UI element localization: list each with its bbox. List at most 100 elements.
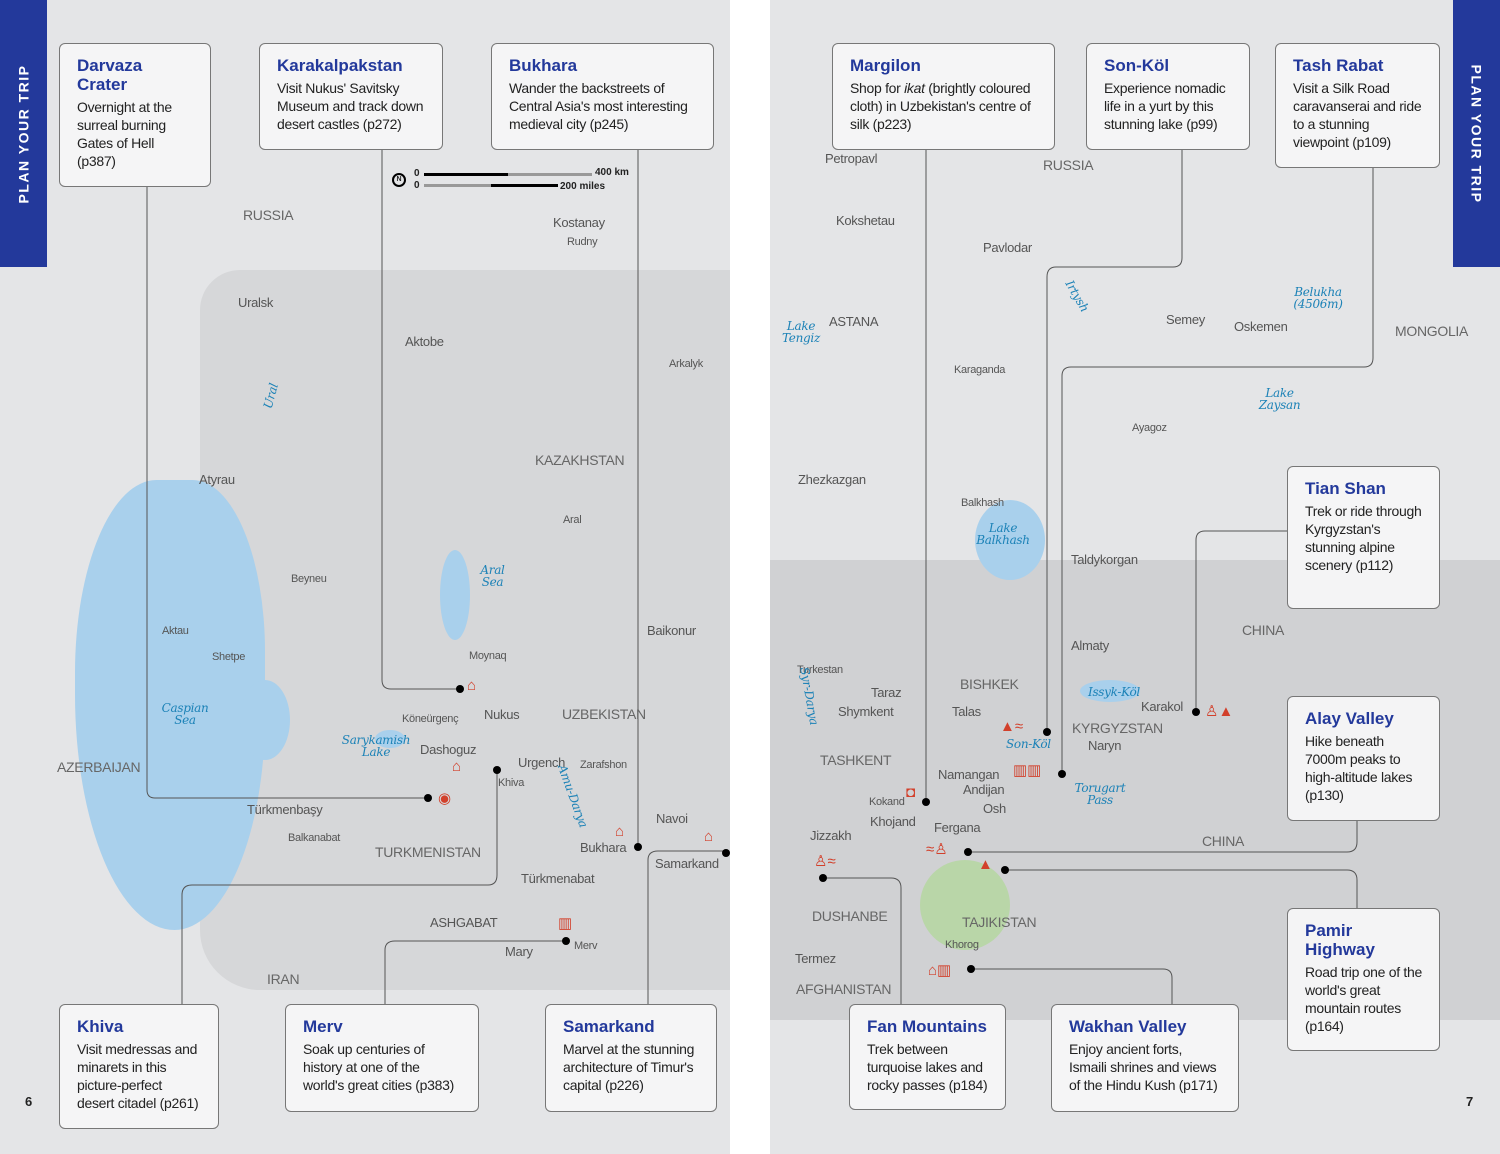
place-label: AZERBAIJAN (57, 759, 141, 775)
water-label: Lake Zaysan (1258, 386, 1301, 412)
callout-text: Enjoy ancient forts, Ismaili shrines and… (1069, 1041, 1218, 1093)
marker-samarkand[interactable] (722, 849, 730, 857)
marker-tian-shan[interactable] (1192, 708, 1200, 716)
marker-karakalpakstan[interactable] (456, 685, 464, 693)
callout-text: Shop for ikat (brightly coloured cloth) … (850, 79, 1038, 133)
marker-alay-valley[interactable] (964, 848, 972, 856)
callout-margilon[interactable]: Margilon Shop for ikat (brightly coloured… (832, 43, 1055, 150)
callout-merv[interactable]: Merv Soak up centuries of history at one … (285, 1004, 479, 1112)
place-label: Semey (1166, 312, 1205, 327)
caspian-bay (240, 680, 290, 760)
callout-text: Trek or ride through Kyrgyzstan's stunni… (1305, 503, 1422, 573)
place-label: Almaty (1071, 638, 1109, 653)
national-park (920, 860, 1010, 950)
lake-balkhash (975, 500, 1045, 580)
callout-text: Visit medressas and minarets in this pic… (77, 1041, 199, 1111)
place-label: IRAN (267, 971, 300, 987)
callout-title: Darvaza Crater (77, 56, 143, 94)
aral-sea (440, 550, 470, 640)
callout-title: Samarkand (563, 1017, 655, 1036)
hiker-mountain-icon: ♙▲ (1205, 703, 1234, 720)
callout-title: Wakhan Valley (1069, 1017, 1187, 1036)
callout-fan-mountains[interactable]: Fan Mountains Trek between turquoise lake… (849, 1004, 1006, 1110)
place-label: RUSSIA (243, 207, 294, 223)
place-label: ASHGABAT (430, 915, 498, 930)
place-label: Aktau (162, 625, 189, 637)
place-label: BISHKEK (960, 676, 1019, 692)
callout-karakalpakstan[interactable]: Karakalpakstan Visit Nukus' Savitsky Muse… (259, 43, 443, 150)
place-label: Khiva (498, 777, 525, 789)
place-label: Andijan (963, 782, 1005, 797)
marker-darvaza[interactable] (424, 794, 432, 802)
place-label: Turkestan (797, 664, 843, 676)
mountain-icon: ▲ (978, 856, 993, 873)
place-label: KYRGYZSTAN (1072, 720, 1163, 736)
water-label: Caspian Sea (161, 701, 209, 727)
callout-wakhan-valley[interactable]: Wakhan Valley Enjoy ancient forts, Ismail… (1051, 1004, 1239, 1112)
place-label: Navoi (656, 811, 688, 826)
callout-son-kol[interactable]: Son-Köl Experience nomadic life in a yurt… (1086, 43, 1250, 150)
callout-tian-shan[interactable]: Tian Shan Trek or ride through Kyrgyzstan… (1287, 466, 1440, 609)
callout-text: Visit a Silk Road caravanserai and ride … (1293, 80, 1422, 150)
place-label: Dashoguz (420, 742, 477, 757)
callout-text: Road trip one of the world's great mount… (1305, 964, 1422, 1034)
shopping-bag-icon: ◘ (906, 784, 916, 801)
place-label: Aral (563, 514, 582, 526)
issyk-kol-lake (1080, 680, 1140, 702)
marker-pamir[interactable] (1001, 866, 1009, 874)
left-map-page (0, 0, 730, 1154)
callout-title: Son-Köl (1104, 56, 1170, 75)
place-label: Karakol (1141, 699, 1183, 714)
place-label: Köneürgenç (402, 713, 459, 725)
marker-fan-mountains[interactable] (819, 874, 827, 882)
marker-bukhara[interactable] (634, 843, 642, 851)
hiker-lake-icon: ≈♙ (926, 841, 948, 858)
place-label: Atyrau (199, 472, 235, 487)
water-label: Sarykamish Lake (341, 733, 411, 759)
callout-bukhara[interactable]: Bukhara Wander the backstreets of Central… (491, 43, 714, 150)
callout-tash-rabat[interactable]: Tash Rabat Visit a Silk Road caravanserai… (1275, 43, 1440, 168)
place-label: Petropavl (825, 151, 878, 166)
museum-icon: ⌂ (452, 758, 462, 775)
place-label: Rudny (567, 236, 598, 248)
north-arrow-icon: N (392, 173, 406, 187)
eye-icon: ◉ (438, 790, 452, 807)
page-number-left: 6 (25, 1094, 33, 1109)
marker-wakhan[interactable] (967, 965, 975, 973)
callout-alay-valley[interactable]: Alay Valley Hike beneath 7000m peaks to h… (1287, 696, 1440, 821)
water-label: Issyk-Köl (1088, 685, 1140, 699)
callout-pamir-highway[interactable]: Pamir Highway Road trip one of the world'… (1287, 908, 1440, 1051)
place-label: Shymkent (838, 704, 894, 719)
water-label: Son-Köl (1006, 737, 1051, 751)
water-label: Aral Sea (480, 563, 505, 589)
place-label: Ayagoz (1132, 422, 1167, 434)
place-label: Jizzakh (810, 828, 852, 843)
scale-zero-km: 0 (414, 168, 420, 179)
plan-your-trip-tab-left: PLAN YOUR TRIP (0, 0, 47, 267)
marker-margilon[interactable] (922, 798, 930, 806)
place-label: Samarkand (655, 856, 719, 871)
place-label: Uralsk (238, 295, 274, 310)
museum-icon: ⌂ (704, 828, 714, 845)
marker-khiva[interactable] (493, 766, 501, 774)
scale-miles-label: 200 miles (560, 181, 606, 192)
callout-darvaza-crater[interactable]: Darvaza Crater Overnight at the surreal b… (59, 43, 211, 187)
marker-son-kol[interactable] (1043, 728, 1051, 736)
callout-title: Margilon (850, 56, 921, 75)
callout-khiva[interactable]: Khiva Visit medressas and minarets in thi… (59, 1004, 219, 1129)
place-label: Merv (574, 940, 598, 952)
place-label: Termez (795, 951, 836, 966)
callout-title: Tian Shan (1305, 479, 1386, 498)
ruins-icon: ▥▥ (1013, 762, 1042, 779)
museum-icon: ⌂ (615, 823, 625, 840)
kazakhstan-region (200, 270, 730, 990)
marker-tash-rabat[interactable] (1058, 770, 1066, 778)
place-label: Balkanabat (288, 832, 341, 844)
sarykamish-lake (375, 730, 405, 748)
place-label: Khojand (870, 814, 916, 829)
marker-merv[interactable] (562, 937, 570, 945)
callout-text: Hike beneath 7000m peaks to high-altitud… (1305, 733, 1413, 803)
callout-samarkand[interactable]: Samarkand Marvel at the stunning architec… (545, 1004, 717, 1112)
callout-text: Soak up centuries of history at one of t… (303, 1041, 454, 1093)
place-label: Urgench (518, 755, 566, 770)
